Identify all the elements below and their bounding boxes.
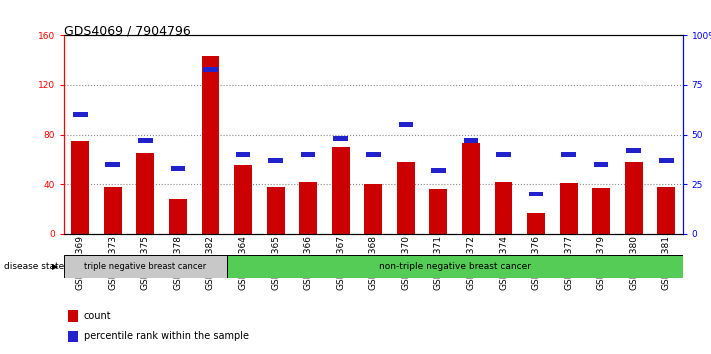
- Bar: [364, 184, 383, 234]
- Bar: [529, 192, 543, 196]
- Text: percentile rank within the sample: percentile rank within the sample: [84, 331, 249, 341]
- Bar: [267, 187, 284, 234]
- Bar: [397, 162, 415, 234]
- Bar: [658, 187, 675, 234]
- Bar: [137, 153, 154, 234]
- Bar: [73, 112, 87, 117]
- Bar: [68, 331, 78, 342]
- Text: count: count: [84, 310, 111, 321]
- Bar: [429, 189, 447, 234]
- Bar: [366, 152, 380, 157]
- Bar: [201, 56, 220, 234]
- Bar: [138, 138, 153, 143]
- Bar: [68, 310, 78, 321]
- Text: triple negative breast cancer: triple negative breast cancer: [85, 262, 206, 271]
- Bar: [561, 152, 576, 157]
- Bar: [171, 166, 186, 171]
- Bar: [527, 212, 545, 234]
- Bar: [299, 182, 317, 234]
- Bar: [333, 136, 348, 141]
- Bar: [462, 143, 480, 234]
- Bar: [332, 147, 350, 234]
- Bar: [234, 165, 252, 234]
- Bar: [203, 67, 218, 72]
- Bar: [464, 138, 479, 143]
- Text: GDS4069 / 7904796: GDS4069 / 7904796: [64, 25, 191, 38]
- Bar: [227, 255, 683, 278]
- Bar: [659, 158, 673, 163]
- Text: non-triple negative breast cancer: non-triple negative breast cancer: [379, 262, 530, 271]
- Bar: [268, 158, 283, 163]
- Bar: [236, 152, 250, 157]
- Bar: [105, 162, 120, 167]
- Bar: [560, 183, 577, 234]
- Bar: [594, 162, 609, 167]
- Text: ▶: ▶: [52, 262, 58, 271]
- Bar: [169, 199, 187, 234]
- Text: disease state: disease state: [4, 262, 64, 271]
- Bar: [398, 122, 413, 127]
- Bar: [64, 255, 227, 278]
- Bar: [71, 141, 89, 234]
- Bar: [496, 152, 510, 157]
- Bar: [625, 162, 643, 234]
- Bar: [104, 187, 122, 234]
- Bar: [626, 148, 641, 153]
- Bar: [592, 188, 610, 234]
- Bar: [431, 168, 446, 173]
- Bar: [301, 152, 316, 157]
- Bar: [495, 182, 513, 234]
